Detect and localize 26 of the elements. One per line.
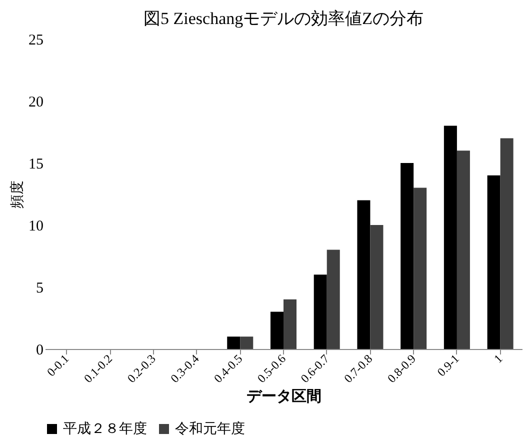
y-tick-label: 25 (28, 32, 44, 48)
bar (414, 188, 427, 349)
bar (400, 163, 414, 349)
bar (227, 336, 240, 349)
bar (326, 250, 340, 349)
y-tick-label: 5 (36, 280, 44, 296)
bar (270, 312, 284, 349)
y-tick-label: 10 (28, 218, 44, 234)
legend-label: 令和元年度 (175, 421, 245, 437)
bar (284, 299, 297, 349)
x-tick-label: 1 (491, 352, 506, 366)
legend-label: 平成２８年度 (63, 421, 147, 437)
y-tick-label: 20 (28, 94, 44, 110)
bar (487, 175, 500, 349)
x-axis-title: データ区間 (246, 388, 322, 405)
chart-title: 図5 Zieschangモデルの効率値Zの分布 (144, 9, 424, 28)
bar (500, 138, 514, 349)
bar (370, 225, 384, 349)
bar (314, 274, 327, 349)
y-axis-title: 頻度 (10, 180, 26, 208)
bar (456, 150, 470, 349)
bar (357, 200, 370, 349)
bar (240, 336, 254, 349)
bar (444, 126, 457, 349)
y-tick-label: 15 (28, 156, 44, 172)
y-tick-label: 0 (36, 342, 44, 358)
